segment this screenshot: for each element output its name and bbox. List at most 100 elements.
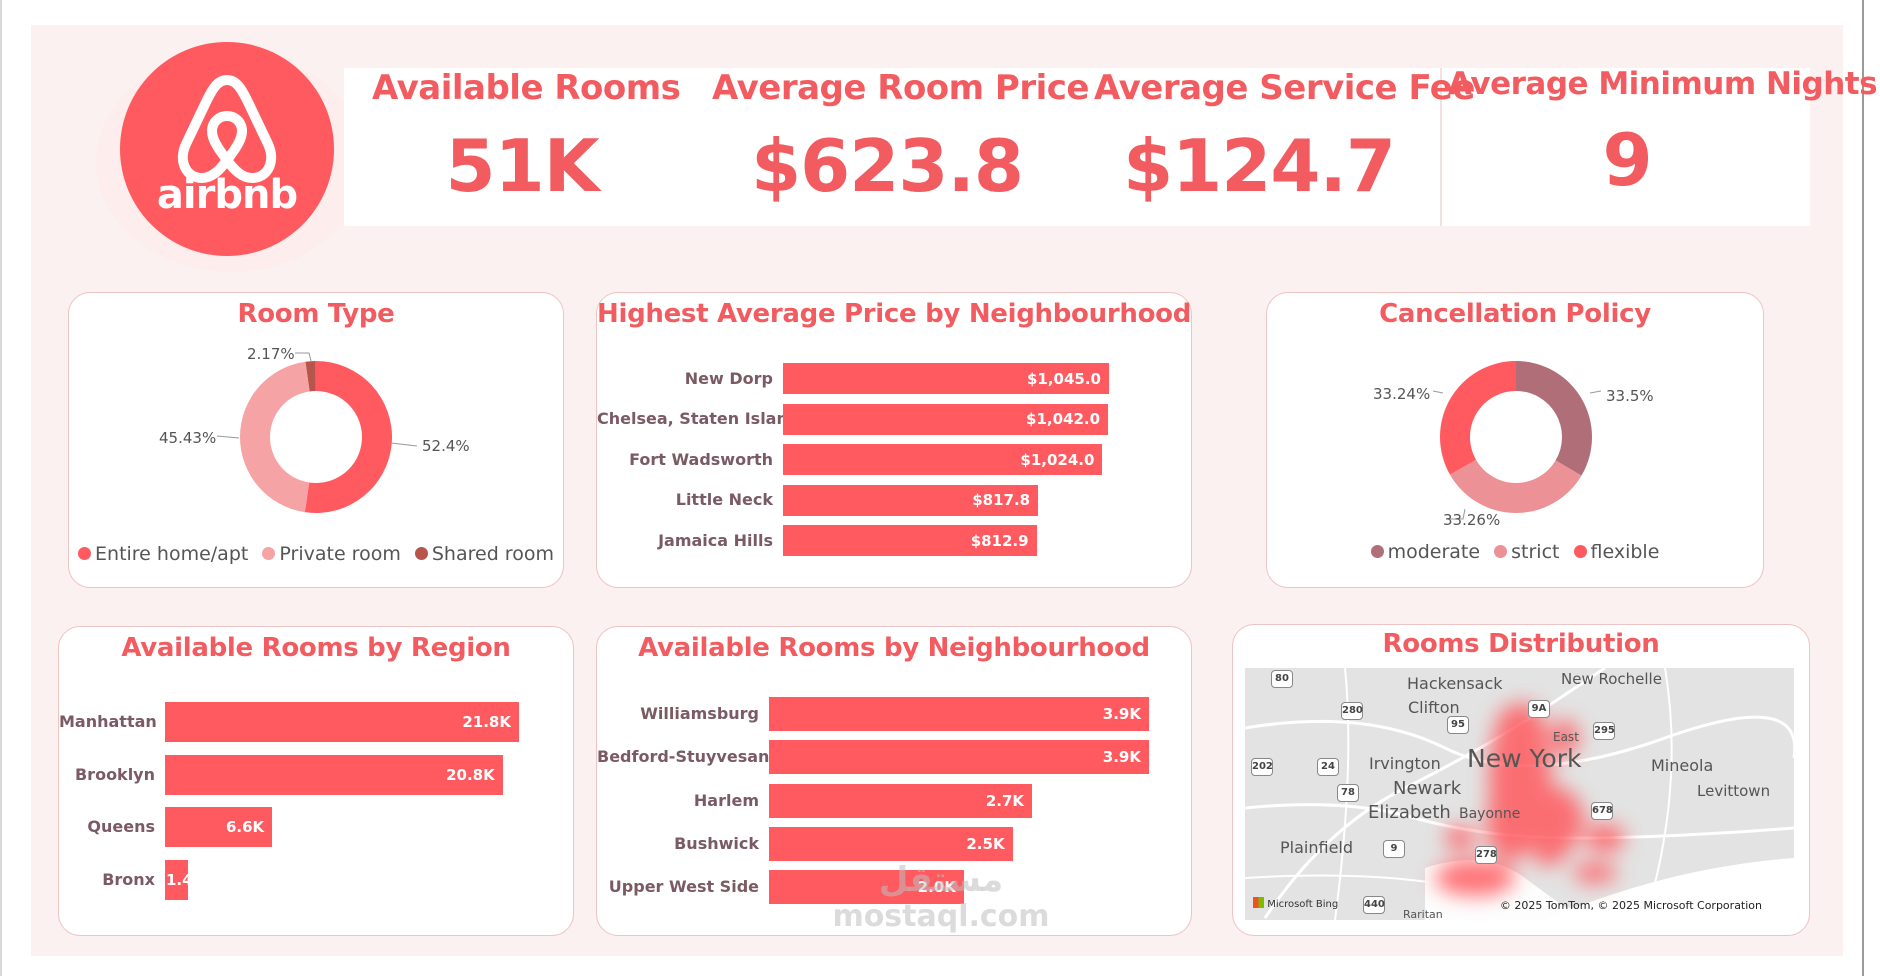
card-title: Available Rooms by Neighbourhood [638, 633, 1150, 663]
microsoft-logo-icon [1253, 897, 1264, 908]
donut-slice-moderate[interactable] [1516, 361, 1592, 476]
donut-leader-line [295, 352, 312, 362]
bar-value-label: 21.8K [462, 713, 511, 731]
map-place-label: Newark [1393, 778, 1462, 799]
bar[interactable]: 3.9K [769, 697, 1149, 731]
donut-slice-private-room[interactable] [239, 361, 310, 513]
highway-shield: 280 [1341, 702, 1363, 720]
donut-slice-shared-room[interactable] [305, 361, 316, 392]
bar[interactable]: $1,045.0 [783, 363, 1109, 394]
room-type-donut [216, 352, 418, 513]
bar-category-label: Queens [87, 817, 155, 836]
kpi-average-minimum-nights: Average Minimum Nights 9 [1448, 66, 1878, 224]
map-place-label: New York [1467, 744, 1582, 773]
bar-value-label: $1,045.0 [1026, 369, 1101, 388]
rooms-distribution-map[interactable]: Hackensack New Rochelle Clifton East Irv… [1245, 668, 1794, 920]
bar-value-label: 6.6K [225, 818, 265, 836]
bar-category-label: New Dorp [684, 368, 773, 388]
bar[interactable]: 2.7K [769, 783, 1033, 818]
bar-category-label: Bushwick [674, 833, 759, 853]
bar[interactable]: $817.8 [783, 484, 1039, 516]
bar-value-label: $812.9 [970, 531, 1029, 550]
map-provider: Microsoft Bing [1267, 899, 1339, 910]
bar-value-label: $1,042.0 [1026, 410, 1101, 428]
card-title: Cancellation Policy [1379, 299, 1651, 329]
highway-shield: 678 [1591, 802, 1613, 820]
bar-value-label: 2.0K [917, 878, 956, 897]
scrollbar-edge [1862, 0, 1864, 976]
donut-slice-strict[interactable] [1449, 459, 1582, 513]
map-place-label: Plainfield [1280, 838, 1354, 857]
highway-shield: 278 [1475, 846, 1497, 864]
legend-dot [1573, 545, 1587, 558]
donut-leader-line [1589, 390, 1602, 394]
bing-logo: Microsoft Bing [1253, 897, 1338, 910]
bar[interactable]: 2.5K [769, 826, 1013, 861]
map-place-label: Bayonne [1459, 806, 1521, 822]
card-title: Room Type [237, 299, 395, 329]
bar[interactable]: 2.0K [769, 870, 964, 905]
legend-label: Entire home/apt [95, 543, 249, 565]
bar-category-label: Chelsea, Staten Island [597, 409, 800, 428]
bar[interactable]: 3.9K [769, 740, 1149, 775]
bar[interactable]: 20.8K [165, 754, 503, 795]
bar[interactable]: $1,042.0 [783, 403, 1109, 435]
legend-dot [414, 547, 428, 560]
kpi-value: $623.8 [751, 124, 1024, 208]
kpi-title: Available Rooms [372, 68, 681, 108]
highway-shield: 202 [1251, 758, 1273, 776]
legend-item: moderate [1370, 541, 1480, 563]
bar[interactable]: $1,024.0 [783, 444, 1103, 475]
donut-label-entire: 52.4% [422, 437, 470, 455]
highway-shield: 9 [1383, 840, 1405, 858]
map-place-label: New Rochelle [1561, 670, 1662, 688]
donut-leader-line [1432, 390, 1444, 394]
kpi-divider [1440, 68, 1442, 226]
bar[interactable]: 1.4 [165, 859, 193, 900]
highway-shield: 95 [1447, 716, 1469, 734]
map-place-label: Raritan [1403, 908, 1443, 920]
bar-value-label: $1,024.0 [1020, 450, 1095, 469]
bar-category-label: Fort Wadsworth [629, 449, 773, 469]
legend-label: Shared room [431, 543, 554, 565]
watermark-url: mostaql.com [832, 899, 1050, 934]
bar-category-label: Harlem [693, 790, 759, 810]
bar-category-label: Bedford-Stuyvesant [597, 747, 778, 767]
bar-value-label: 2.7K [985, 791, 1025, 810]
room-type-card: Room Type 2.17% 45.43% 52.4% Entire home… [68, 292, 564, 588]
bar[interactable]: 6.6K [165, 807, 273, 847]
legend-label: Private room [279, 543, 401, 565]
highway-shield: 440 [1363, 896, 1385, 914]
legend-item: Private room [262, 543, 401, 565]
bar-value-label: 3.9K [1102, 705, 1141, 723]
price-by-neighbourhood-card: Highest Average Price by Neighbourhood N… [596, 292, 1192, 588]
donut-slice-entire-home-apt[interactable] [304, 361, 392, 513]
map-place-label: Irvington [1369, 754, 1441, 773]
legend-dot [78, 547, 92, 560]
donut-leader-line [1449, 508, 1466, 520]
cancellation-policy-card: Cancellation Policy 33.24% 33.5% 33.26% … [1266, 292, 1764, 588]
highway-shield: 9A [1528, 700, 1550, 718]
map-place-label: Hackensack [1407, 674, 1503, 693]
bar-category-label: Little Neck [675, 490, 773, 509]
legend-label: flexible [1590, 541, 1660, 563]
donut-slice-flexible[interactable] [1440, 361, 1516, 475]
bar-value-label: 1.4 [166, 870, 193, 889]
map-copyright: © 2025 TomTom, © 2025 Microsoft Corporat… [1499, 899, 1762, 912]
cancellation-donut [1432, 361, 1602, 520]
highway-shield: 78 [1337, 784, 1359, 802]
map-place-label: Elizabeth [1368, 802, 1451, 823]
bar[interactable]: 21.8K [165, 702, 519, 742]
legend-item: Shared room [414, 543, 554, 565]
bar[interactable]: $812.9 [783, 525, 1037, 556]
kpi-strip [344, 68, 1810, 226]
airbnb-logo: airbnb [120, 42, 334, 256]
legend-dot [1494, 545, 1508, 558]
airbnb-belo-icon [177, 75, 277, 183]
map-place-label: Mineola [1651, 756, 1714, 775]
donut-label-flexible: 33.24% [1373, 385, 1431, 403]
bar-category-label: Upper West Side [608, 877, 759, 897]
bar-value-label: 20.8K [446, 765, 495, 784]
kpi-title: Average Minimum Nights [1448, 66, 1878, 102]
bar-value-label: 2.5K [966, 834, 1005, 853]
